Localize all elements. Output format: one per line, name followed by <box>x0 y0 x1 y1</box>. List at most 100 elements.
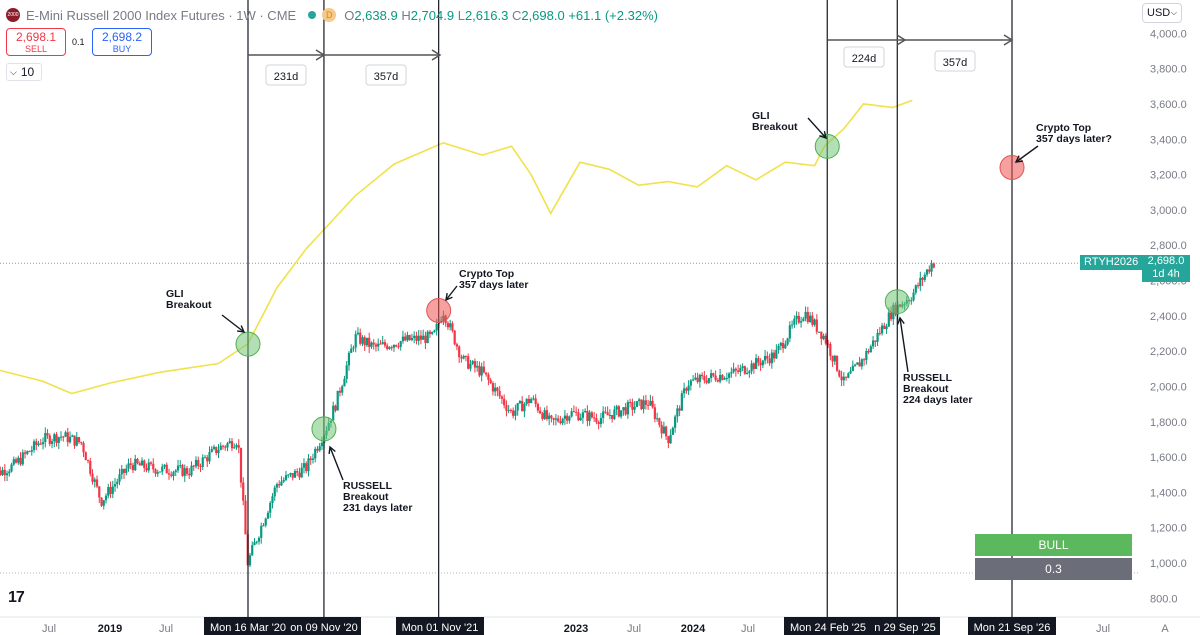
x-tick-label: 2024 <box>681 623 706 635</box>
x-tick-label: A <box>1161 623 1169 635</box>
annotation-text: Breakout <box>166 299 212 311</box>
interval-box <box>934 50 976 72</box>
candle-body <box>671 427 674 435</box>
candle-body <box>817 331 821 333</box>
annotation-arrow <box>329 446 344 481</box>
quantity-selector[interactable]: ⌵ 10 <box>6 63 42 81</box>
candle-body <box>68 436 72 443</box>
interval-label: 224d <box>852 53 876 65</box>
candle-body <box>707 377 710 383</box>
y-tick-label: 2,000.0 <box>1150 381 1187 393</box>
y-tick-label: 3,400.0 <box>1150 134 1187 146</box>
candle-body <box>613 409 616 419</box>
y-tick-label: 3,800.0 <box>1150 64 1187 76</box>
candle-body <box>332 405 335 421</box>
candle-body <box>206 457 209 462</box>
candle-body <box>253 542 256 546</box>
event-circle <box>426 298 452 324</box>
candle-body <box>710 373 713 378</box>
date-label-text: Mon 01 Nov '21 <box>402 622 479 634</box>
candle-body <box>476 365 479 368</box>
tradingview-logo[interactable]: 17 <box>8 589 25 606</box>
candle-body <box>233 447 236 449</box>
candle-body <box>147 462 150 471</box>
candle-body <box>552 417 555 420</box>
candle-body <box>5 473 9 476</box>
candle-body <box>539 410 542 414</box>
candle-body <box>880 325 884 334</box>
date-label-box <box>870 617 940 635</box>
candle-body <box>336 390 339 411</box>
candle-body <box>406 335 409 341</box>
last-price-tag: 2,698.0 1d 4h <box>1142 255 1190 282</box>
candle-body <box>156 472 159 474</box>
candle-body <box>703 376 706 381</box>
candle-body <box>199 466 202 468</box>
candle-body <box>219 445 222 451</box>
candle-body <box>44 433 47 443</box>
candle-body <box>370 342 373 347</box>
candle-body <box>604 411 607 413</box>
candle-body <box>109 487 112 494</box>
candle-body <box>125 468 128 473</box>
ohlc-high: 2,704.9 <box>410 7 455 23</box>
candle-body <box>197 460 200 467</box>
candle-body <box>851 365 854 372</box>
annotation-arrow <box>445 285 458 301</box>
candle-body <box>716 380 719 382</box>
candle-body <box>417 335 420 341</box>
annotation-arrow <box>221 314 245 333</box>
symbol-logo: 2000 <box>6 8 20 22</box>
candle-body <box>397 346 400 348</box>
candle-body <box>784 344 787 349</box>
candle-body <box>95 479 99 487</box>
candle-body <box>808 315 812 323</box>
candle-body <box>57 437 60 443</box>
quantity-value: 10 <box>20 65 35 79</box>
candle-body <box>212 446 216 449</box>
candle-body <box>426 331 429 343</box>
candle-body <box>624 407 627 415</box>
candle-body <box>548 415 551 420</box>
date-label-text: Mon 16 Mar '20 <box>210 622 286 634</box>
candle-body <box>71 435 74 437</box>
sell-button[interactable]: 2,698.1 SELL <box>6 28 66 56</box>
candle-body <box>64 432 67 437</box>
candle-body <box>338 390 342 393</box>
symbol-title[interactable]: E-Mini Russell 2000 Index Futures · 1W ·… <box>26 7 297 23</box>
candle-body <box>152 463 155 470</box>
candle-body <box>264 518 267 526</box>
y-tick-label: 3,000.0 <box>1150 205 1187 217</box>
candle-body <box>590 412 593 418</box>
buy-button[interactable]: 2,698.2 BUY <box>92 28 152 56</box>
interval-arrowhead <box>1003 34 1014 46</box>
candle-body <box>262 525 265 527</box>
chart-header: 2000 E-Mini Russell 2000 Index Futures ·… <box>6 6 658 24</box>
y-tick-label: 3,600.0 <box>1150 99 1187 111</box>
interval-label: 357d <box>943 57 967 69</box>
candle-body <box>626 402 629 415</box>
candle-body <box>509 410 513 412</box>
date-label-box <box>204 617 292 635</box>
candle-body <box>181 465 184 476</box>
candle-body <box>862 359 866 361</box>
candle-body <box>667 436 670 444</box>
candle-body <box>422 335 425 340</box>
candle-body <box>543 410 546 419</box>
candle-body <box>179 465 182 467</box>
candle-body <box>777 345 780 350</box>
candle-body <box>377 343 380 347</box>
candle-body <box>62 436 65 438</box>
candle-body <box>557 418 560 422</box>
interval-arrowhead <box>431 49 442 61</box>
candle-body <box>14 459 18 463</box>
sell-price: 2,698.1 <box>15 30 57 44</box>
candle-body <box>50 441 54 444</box>
candle-body <box>271 496 274 503</box>
candle-body <box>617 406 620 417</box>
currency-selector[interactable]: USD ⌵ <box>1142 3 1182 23</box>
candle-body <box>278 484 281 486</box>
y-tick-label: 1,000.0 <box>1150 558 1187 570</box>
